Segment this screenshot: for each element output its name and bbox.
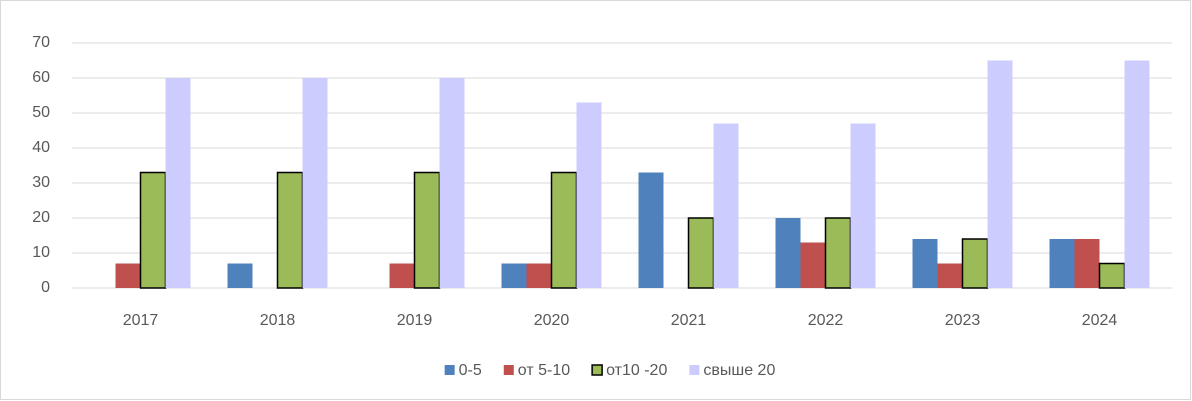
y-tick-label: 60: [32, 69, 50, 86]
y-tick-label: 30: [32, 174, 50, 191]
y-tick-label: 70: [32, 34, 50, 51]
x-tick-label: 2021: [671, 312, 707, 329]
bar: [413, 171, 441, 289]
y-tick-label: 40: [32, 139, 50, 156]
y-tick-label: 50: [32, 104, 50, 121]
x-tick-label: 2019: [397, 312, 433, 329]
bar: [302, 78, 328, 288]
bar: [687, 217, 715, 289]
legend-label: от10 -20: [606, 362, 667, 379]
legend-marker: [689, 365, 700, 375]
bar: [526, 263, 552, 288]
y-tick-label: 20: [32, 209, 50, 226]
y-tick-label: 10: [32, 244, 50, 261]
bar: [987, 60, 1013, 288]
bar: [165, 78, 191, 288]
bar: [1049, 239, 1075, 288]
bar: [775, 218, 801, 288]
bar: [276, 171, 304, 289]
bar: [961, 238, 989, 289]
bar: [389, 263, 415, 288]
y-tick-label: 0: [41, 279, 50, 296]
legend-marker: [444, 365, 455, 375]
legend-label: 0-5: [459, 362, 482, 379]
bar: [800, 242, 826, 288]
legend-marker: [591, 364, 603, 376]
bar: [824, 217, 852, 289]
bar: [227, 263, 253, 288]
bar: [638, 172, 664, 288]
bar: [912, 239, 938, 288]
bar: [139, 171, 167, 289]
x-tick-label: 2023: [945, 312, 981, 329]
bar: [1098, 262, 1126, 289]
bar: [850, 123, 876, 288]
x-tick-label: 2024: [1082, 312, 1118, 329]
bar: [439, 78, 465, 288]
legend-marker: [503, 365, 514, 375]
bar: [1074, 239, 1100, 288]
bar: [576, 102, 602, 288]
bar: [550, 171, 578, 289]
legend-label: свыше 20: [703, 362, 775, 379]
x-tick-label: 2017: [123, 312, 159, 329]
bar: [1124, 60, 1150, 288]
x-tick-label: 2018: [260, 312, 296, 329]
legend-label: от 5-10: [518, 362, 570, 379]
bar: [115, 263, 141, 288]
bar: [501, 263, 527, 288]
bar: [937, 263, 963, 288]
x-tick-label: 2020: [534, 312, 570, 329]
x-tick-label: 2022: [808, 312, 844, 329]
bar: [713, 123, 739, 288]
